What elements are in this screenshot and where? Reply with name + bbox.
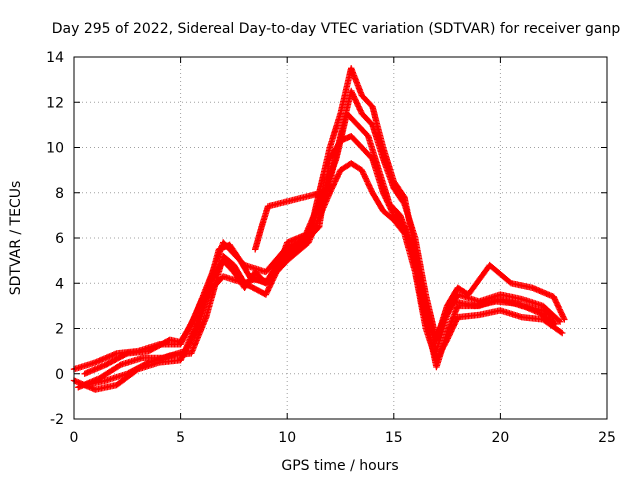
x-tick-label: 25 (598, 430, 616, 446)
x-tick-label: 0 (70, 430, 79, 446)
y-tick-label: -2 (50, 412, 64, 428)
x-tick-label: 10 (278, 430, 296, 446)
x-tick-label: 15 (385, 430, 403, 446)
series-markers (81, 87, 568, 377)
y-tick-label: 6 (55, 231, 64, 247)
data-layer (70, 65, 568, 393)
x-axis-label: GPS time / hours (281, 458, 398, 474)
axis-layer: 0 5 10 15 20 25 -2 0 2 4 6 8 10 12 14 (46, 50, 616, 446)
y-tick-label: 8 (55, 186, 64, 202)
y-axis-label: SDTVAR / TECUs (8, 181, 24, 296)
chart-title: Day 295 of 2022, Sidereal Day-to-day VTE… (52, 21, 621, 37)
series-markers (252, 185, 334, 253)
series-track-d (81, 87, 568, 377)
y-tick-label: 14 (46, 50, 64, 66)
series-track-f (252, 185, 334, 253)
y-tick-label: 2 (55, 322, 64, 338)
y-tick-label: 0 (55, 367, 64, 383)
x-tick-label: 20 (491, 430, 509, 446)
y-tick-label: 12 (46, 95, 64, 111)
y-tick-label: 4 (55, 276, 64, 292)
x-tick-label: 5 (176, 430, 185, 446)
y-tick-label: 10 (46, 141, 64, 157)
